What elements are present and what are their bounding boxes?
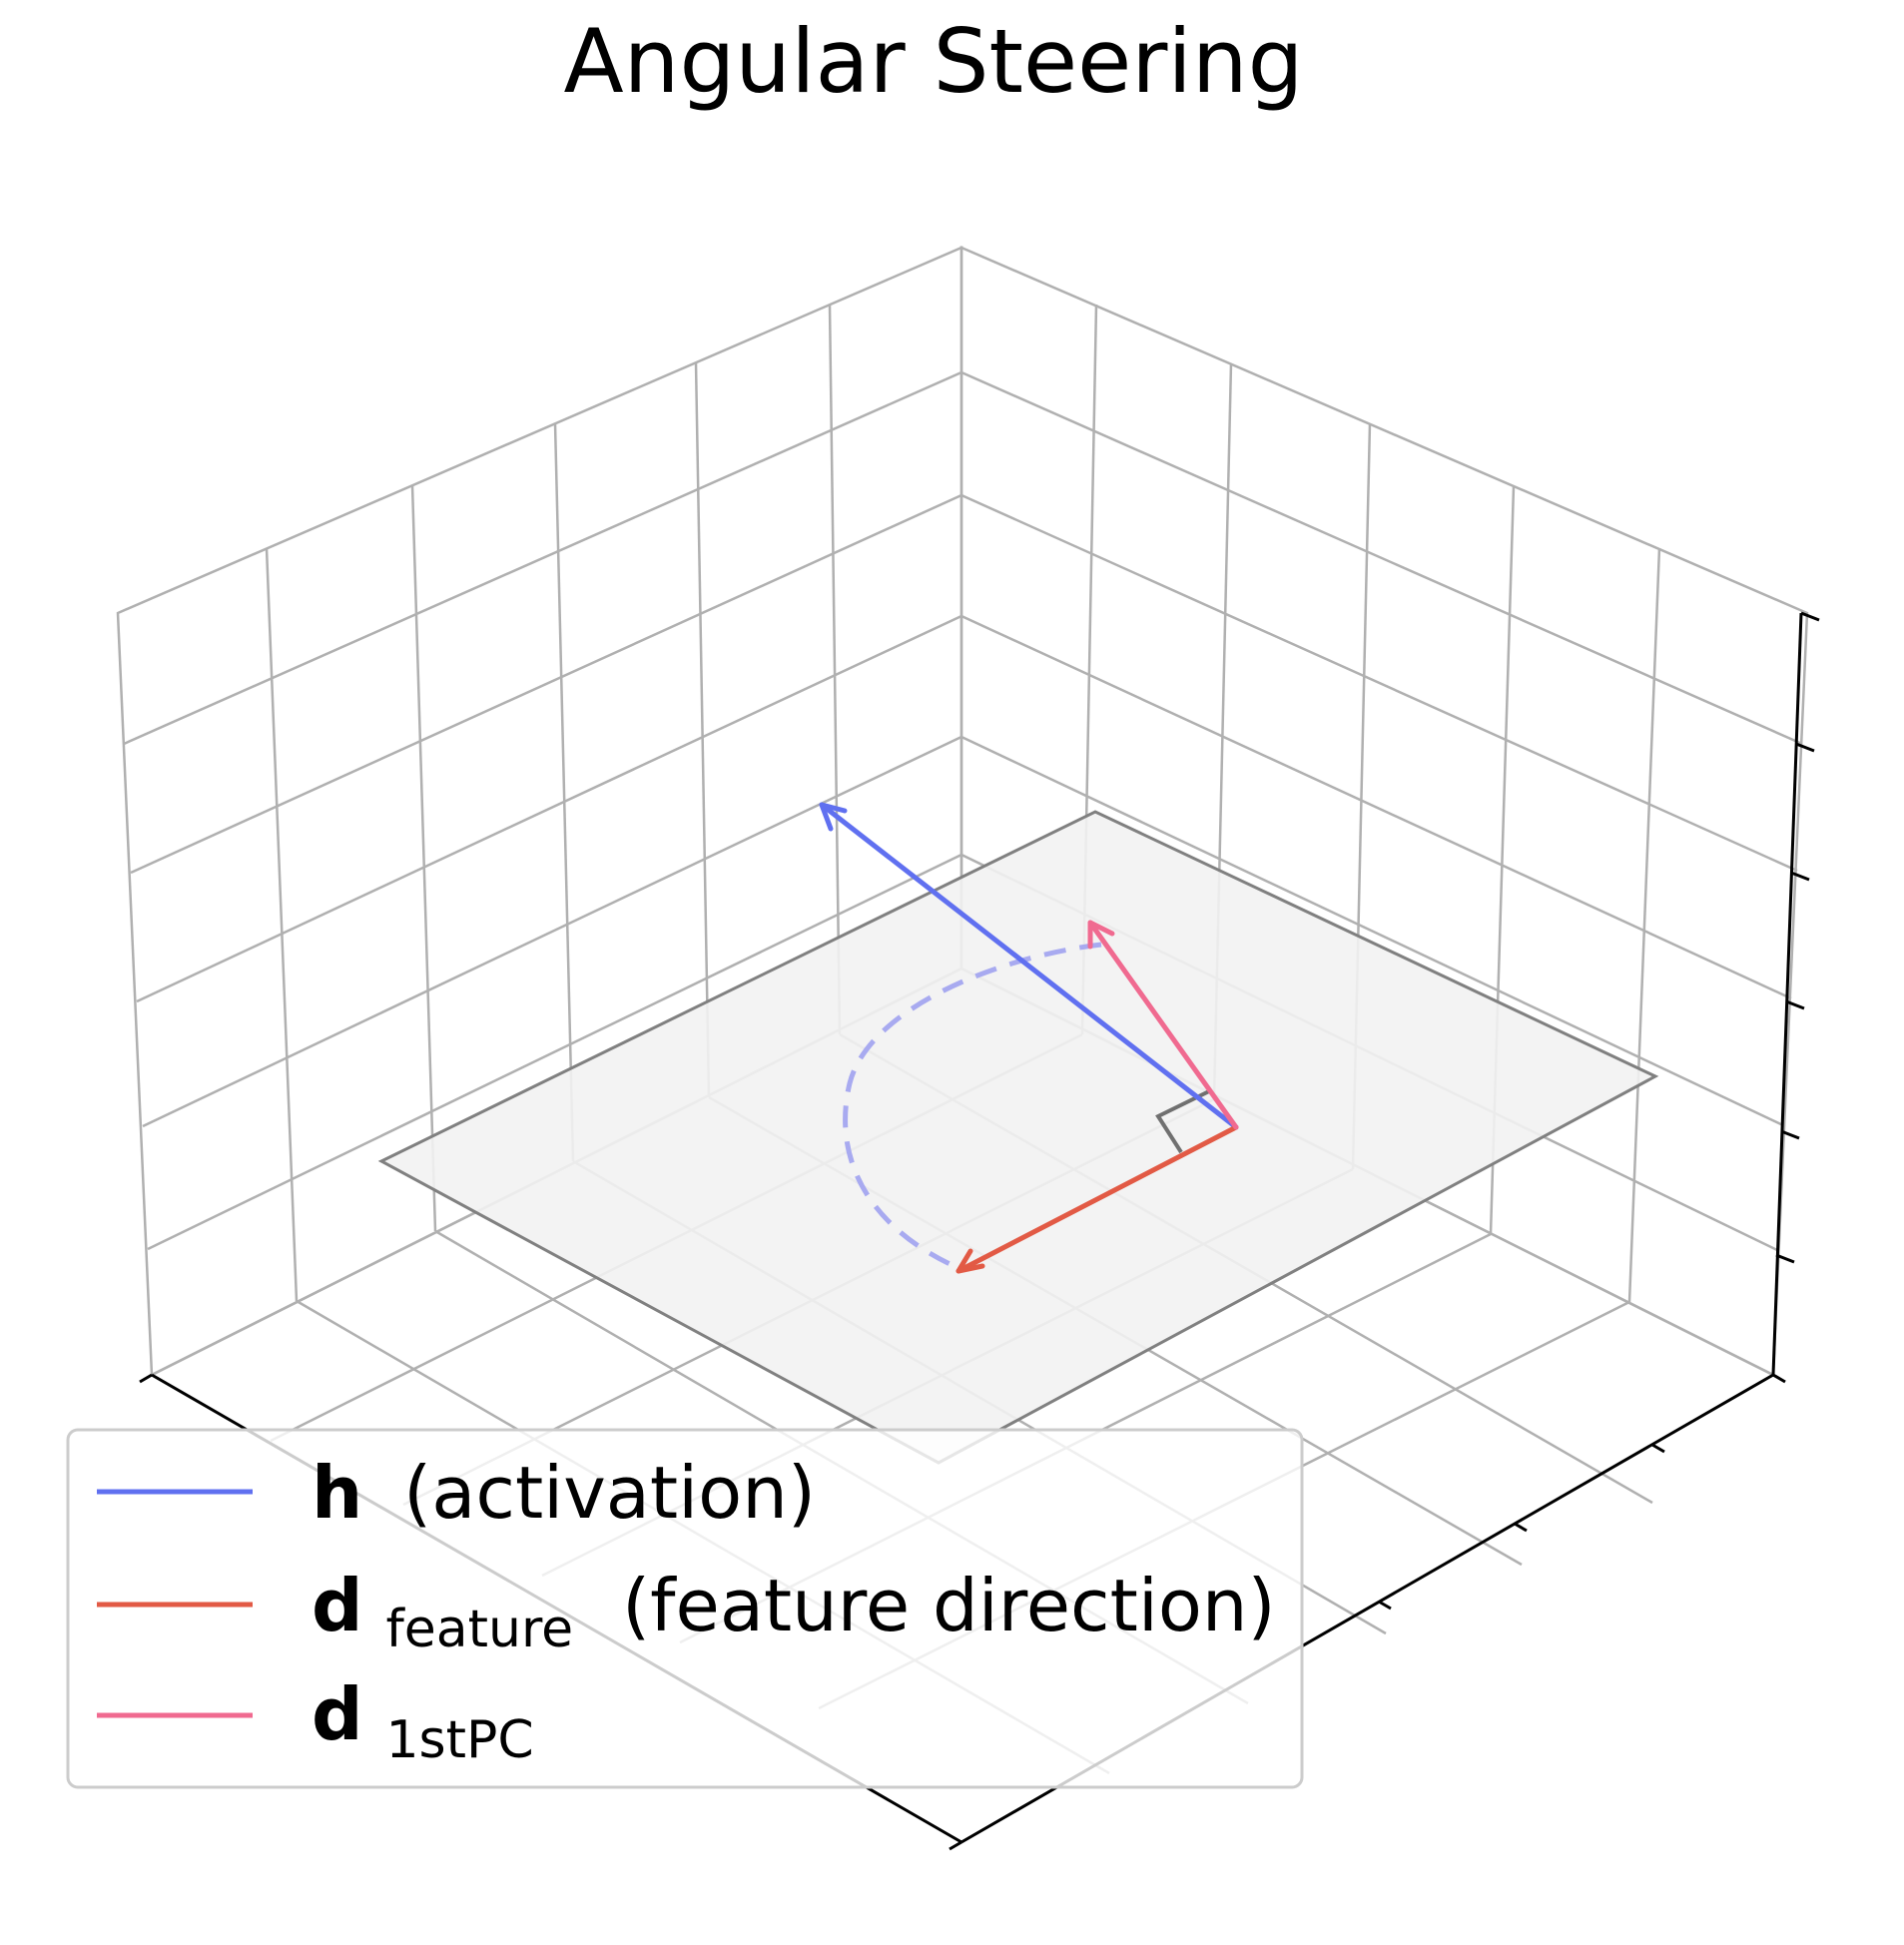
legend-entry-d-1stpc: d 1stPC (97, 1672, 534, 1770)
legend: h (activation) d feature (feature direct… (66, 1428, 1304, 1789)
legend-symbol: h (312, 1451, 362, 1535)
z-tick (1780, 1129, 1800, 1140)
z-tick (1795, 742, 1815, 753)
z-tick (1775, 1253, 1795, 1264)
z-tick (1790, 871, 1810, 882)
grid-line (960, 493, 1798, 873)
legend-subscript: 1stPC (385, 1710, 533, 1770)
svg-text:d feature (fea: d feature (feature direction) (312, 1564, 1276, 1663)
legend-label: (feature direction) (622, 1564, 1276, 1647)
y-tick (1772, 1373, 1786, 1384)
legend-symbol: d (312, 1672, 363, 1756)
grid-line (960, 735, 1786, 1128)
grid-line (1627, 547, 1661, 1303)
grid-line (265, 547, 299, 1302)
vector-d-1stpc (1087, 920, 1239, 1130)
legend-entry-h: h (activation) (97, 1451, 816, 1535)
y-tick (1514, 1522, 1528, 1533)
svg-text:h (activation): h (activation) (312, 1451, 816, 1535)
vectors (819, 802, 1239, 1274)
y-tick (1651, 1443, 1665, 1454)
right-angle-marker (1155, 1089, 1210, 1154)
svg-text:d 1stPC: d 1stPC (312, 1672, 534, 1770)
grid-line (147, 853, 962, 1251)
legend-subscript: feature (385, 1600, 573, 1659)
z-tick (1800, 611, 1820, 622)
vector-d-feature-arrowhead (955, 1248, 985, 1274)
legend-label: (activation) (403, 1451, 816, 1535)
grid-line (828, 304, 842, 1035)
y-tick (1378, 1600, 1392, 1611)
x-tick (949, 1840, 962, 1851)
vector-h-arrowhead (819, 802, 848, 832)
grid-line (142, 735, 962, 1128)
legend-entry-d-feature: d feature (feature direction) (97, 1564, 1276, 1663)
grid-line (136, 614, 962, 1003)
vector-d-1stpc-arrowhead (1087, 920, 1115, 950)
x-tick (139, 1373, 153, 1384)
chart-title: Angular Steering (563, 10, 1303, 113)
z-axis (1771, 612, 1803, 1376)
vector-h (819, 802, 1239, 1130)
grid-line (130, 493, 962, 875)
vector-d-feature (955, 1124, 1239, 1274)
legend-symbol: d (312, 1564, 363, 1647)
legend-frame (66, 1428, 1304, 1789)
grid-line (410, 484, 437, 1232)
grid-line (553, 422, 575, 1162)
rotation-arc (843, 942, 1102, 1271)
steering-plane (377, 810, 1659, 1465)
grid-line (694, 361, 711, 1098)
grid-line (960, 614, 1792, 1000)
z-tick (1785, 999, 1805, 1010)
grid-line (960, 370, 1803, 746)
grid-line (123, 370, 962, 746)
